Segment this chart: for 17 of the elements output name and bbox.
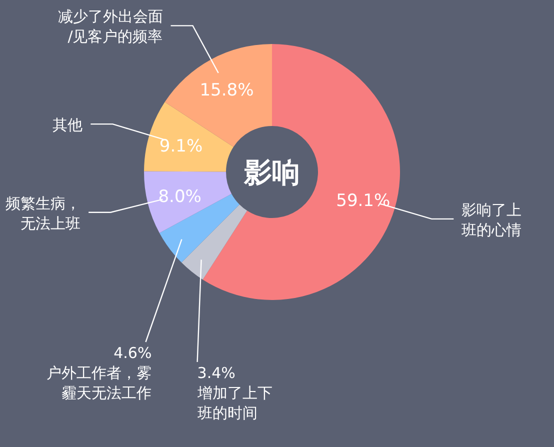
data-label: 59.1%: [336, 190, 390, 211]
data-label: 9.1%: [159, 136, 203, 157]
slice-label: 户外工作者，雾霾天无法工作: [46, 364, 152, 402]
text: 影响: [243, 156, 300, 189]
slice-label: 其他: [52, 116, 83, 134]
donut-slice: [144, 171, 232, 233]
data-label: 4.6%: [114, 344, 152, 362]
donut-slice: [144, 102, 234, 172]
data-label: 3.4%: [197, 364, 236, 382]
slice-label: 影响了上班的心情: [462, 200, 522, 239]
donut-slice: [181, 204, 248, 280]
slice-label: 增加了上下班的时间: [196, 384, 272, 422]
slice-label: 频繁生病，无法上班: [6, 194, 81, 232]
data-label: 8.0%: [158, 187, 202, 208]
data-label: 15.8%: [200, 80, 254, 100]
donut-slice: [202, 44, 400, 300]
slice-label: 减少了外出会面/见客户的频率: [58, 8, 163, 46]
